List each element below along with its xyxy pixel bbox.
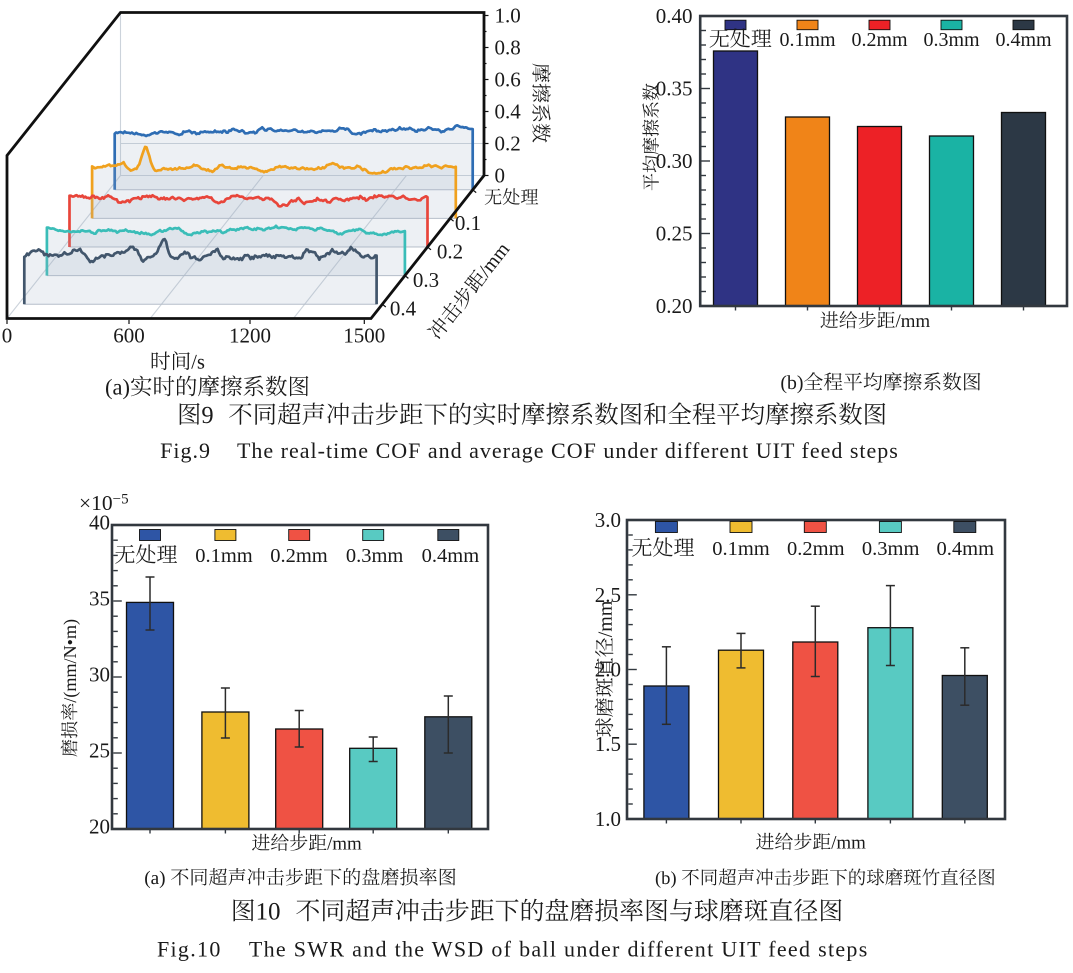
svg-text:0.2mm: 0.2mm xyxy=(787,538,845,560)
svg-text:0.4: 0.4 xyxy=(495,100,522,124)
svg-text:Fig.10 The SWR and the WSD: Fig.10 The SWR and the WSD of ball under… xyxy=(157,937,869,962)
svg-text:20: 20 xyxy=(89,815,110,839)
svg-text:0.35: 0.35 xyxy=(656,77,693,101)
svg-text:0.20: 0.20 xyxy=(656,294,693,318)
svg-text:0.3mm: 0.3mm xyxy=(862,538,920,560)
svg-text:0.30: 0.30 xyxy=(656,149,693,173)
svg-text:0.3mm: 0.3mm xyxy=(346,545,404,567)
svg-text:2.0: 2.0 xyxy=(595,658,621,682)
svg-text:0.1: 0.1 xyxy=(455,211,481,235)
svg-text:1200: 1200 xyxy=(229,324,271,348)
svg-text:1.0: 1.0 xyxy=(595,807,621,831)
svg-text:0.6: 0.6 xyxy=(495,68,521,92)
svg-text:0.40: 0.40 xyxy=(656,4,693,28)
svg-text:1.0: 1.0 xyxy=(495,4,521,28)
svg-text:0.4mm: 0.4mm xyxy=(422,545,480,567)
svg-text:0.8: 0.8 xyxy=(495,36,521,60)
svg-text:0.1mm: 0.1mm xyxy=(712,538,770,560)
svg-text:1500: 1500 xyxy=(343,324,385,348)
svg-text:600: 600 xyxy=(113,324,145,348)
svg-text:0: 0 xyxy=(2,324,13,348)
svg-text:0.2mm: 0.2mm xyxy=(270,545,328,567)
svg-text:0.3: 0.3 xyxy=(413,268,439,292)
svg-text:0.1mm: 0.1mm xyxy=(779,29,836,51)
svg-text:0.4: 0.4 xyxy=(390,297,417,321)
svg-text:0.2: 0.2 xyxy=(437,240,463,264)
svg-text:0.3mm: 0.3mm xyxy=(923,29,980,51)
svg-text:0: 0 xyxy=(495,164,506,188)
svg-text:25: 25 xyxy=(89,739,110,763)
svg-text:35: 35 xyxy=(89,587,110,611)
svg-text:40: 40 xyxy=(89,511,110,535)
svg-text:30: 30 xyxy=(89,663,110,687)
svg-text:0.2mm: 0.2mm xyxy=(851,29,908,51)
svg-text:1.5: 1.5 xyxy=(595,732,621,756)
svg-text:0.4mm: 0.4mm xyxy=(937,538,995,560)
svg-text:3.0: 3.0 xyxy=(595,508,621,532)
svg-text:0.1mm: 0.1mm xyxy=(195,545,253,567)
svg-text:0.2: 0.2 xyxy=(495,132,521,156)
svg-text:0.4mm: 0.4mm xyxy=(995,29,1052,51)
svg-text:0.25: 0.25 xyxy=(656,222,693,246)
svg-text:Fig.9 The real-time COF and: Fig.9 The real-time COF and average COF … xyxy=(160,438,899,463)
